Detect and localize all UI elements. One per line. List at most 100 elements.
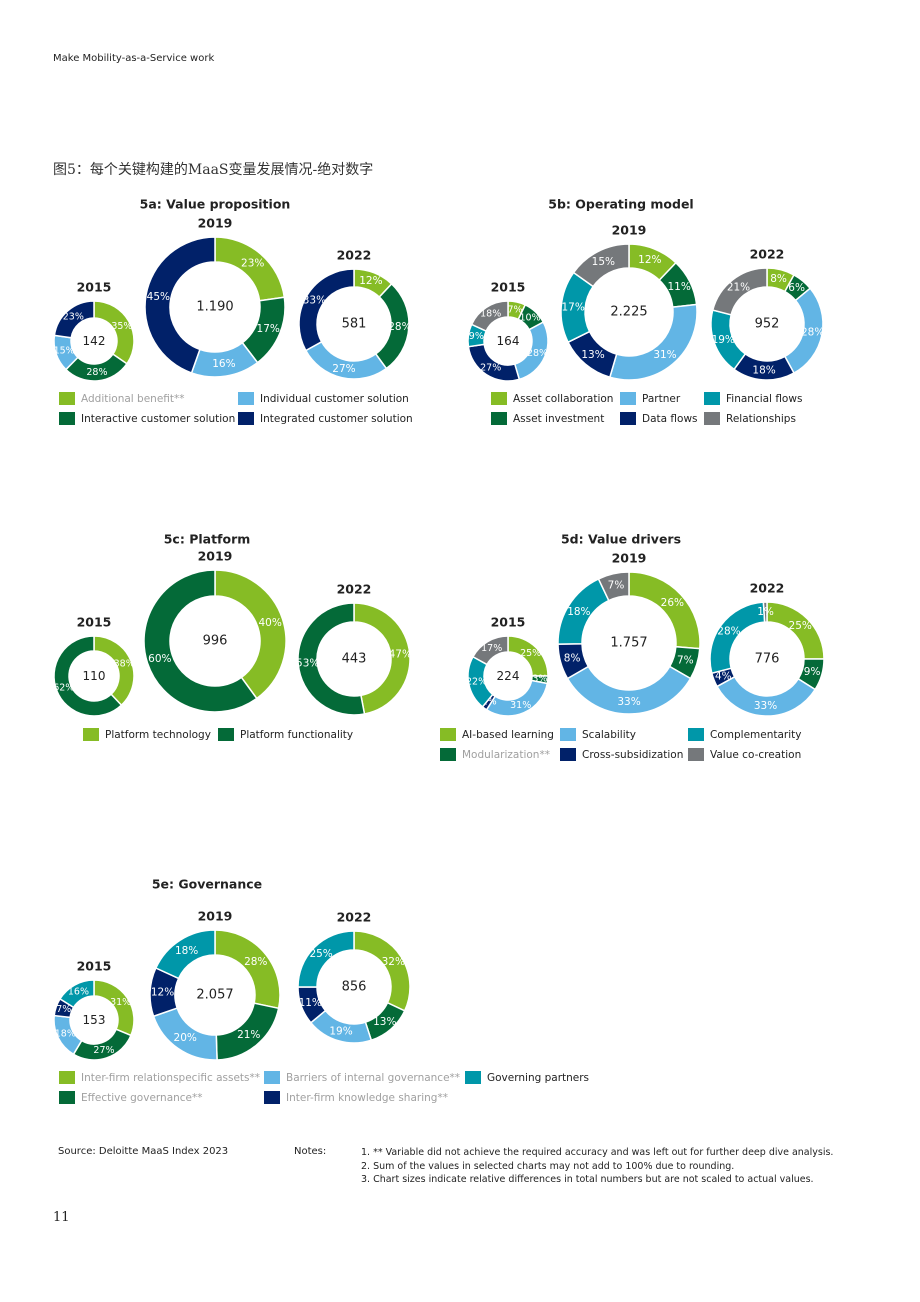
segment-value-label: 26% xyxy=(661,597,684,609)
chart-legend: Inter-firm relationspecific assets** Barr… xyxy=(59,1071,589,1104)
donut-2022: 2022 25% 9% 33% 4% 28% 1% 776 xyxy=(709,581,825,717)
donut-total-label: 443 xyxy=(342,652,367,667)
legend-label: Partner xyxy=(642,393,681,405)
segment-value-label: 62% xyxy=(53,682,74,693)
segment-value-label: 1% xyxy=(757,606,774,618)
segment-value-label: 18% xyxy=(567,606,590,618)
legend-label: Data flows xyxy=(642,413,698,425)
legend-swatch xyxy=(59,1071,75,1084)
segment-value-label: 45% xyxy=(147,291,170,303)
donut-segment xyxy=(53,300,95,339)
segment-value-label: 21% xyxy=(727,281,750,293)
page-number: 11 xyxy=(53,1210,70,1225)
segment-value-label: 31% xyxy=(653,349,676,361)
donut-total-label: 856 xyxy=(342,980,367,995)
legend-swatch xyxy=(59,1091,75,1104)
donut-year-label: 2019 xyxy=(198,909,233,924)
donut-year-label: 2022 xyxy=(750,581,785,596)
segment-value-label: 31% xyxy=(510,700,531,711)
donut-segment xyxy=(297,602,366,716)
legend-label: Inter-firm knowledge sharing** xyxy=(286,1092,448,1104)
segment-value-label: 32% xyxy=(382,956,405,968)
page-header: Make Mobility-as-a-Service work xyxy=(53,53,215,64)
donut-segment xyxy=(572,243,630,288)
segment-value-label: 8% xyxy=(564,653,581,665)
donut-total-label: 776 xyxy=(755,652,780,667)
segment-value-label: 27% xyxy=(93,1045,114,1056)
legend-swatch xyxy=(465,1071,481,1084)
legend-label: Additional benefit** xyxy=(81,393,185,405)
donut-2015: 2015 35% 28% 15% 23% 142 xyxy=(53,280,135,382)
donut-year-label: 2015 xyxy=(491,615,526,630)
legend-label: Complementarity xyxy=(710,729,802,741)
donut-year-label: 2019 xyxy=(612,551,647,566)
chart-legend: Additional benefit** Individual customer … xyxy=(59,392,413,425)
donut-2015: 2015 7%10% 28% 27% 9% 18% 164 xyxy=(467,280,549,382)
segment-value-label: 18% xyxy=(480,309,501,320)
chart-panel-2: 5b: Operating model 2015 7%10% 28% 27% 9% 18% 1… xyxy=(467,197,824,425)
donut-total-label: 153 xyxy=(83,1013,106,1027)
donut-segment xyxy=(214,569,287,700)
segment-value-label: 21% xyxy=(237,1029,260,1041)
legend-swatch xyxy=(59,392,75,405)
donut-total-label: 164 xyxy=(497,334,520,348)
legend-swatch xyxy=(440,728,456,741)
donut-year-label: 2019 xyxy=(198,216,233,231)
segment-value-label: 23% xyxy=(241,258,264,270)
donut-year-label: 2015 xyxy=(491,280,526,295)
donut-total-label: 2.225 xyxy=(610,305,647,320)
legend-swatch xyxy=(620,412,636,425)
donut-segment xyxy=(762,601,768,623)
chart-panel-4: 5d: Value drivers 2015 25% 3% 31% 2% 22% 17% 224… xyxy=(440,532,825,761)
segment-value-label: 9% xyxy=(469,331,484,342)
segment-value-label: 16% xyxy=(212,358,235,370)
donut-segment xyxy=(711,267,768,316)
segment-value-label: 60% xyxy=(148,653,171,665)
legend-label: Inter-firm relationspecific assets** xyxy=(81,1072,260,1084)
legend-label: Platform technology xyxy=(105,729,211,741)
donut-2015: 2015 31% 27% 18% 7% 16% 153 xyxy=(53,959,135,1061)
notes-list: 1. ** Variable did not achieve the requi… xyxy=(361,1146,833,1187)
chart-title: 5a: Value proposition xyxy=(140,197,291,212)
chart-legend: Asset collaboration Partner Financial flow… xyxy=(491,392,802,425)
segment-value-label: 12% xyxy=(151,987,174,999)
donut-2019: 2019 23% 17% 16% 45% 1.190 xyxy=(144,216,286,378)
segment-value-label: 4% xyxy=(715,670,732,682)
segment-value-label: 12% xyxy=(638,254,661,266)
donut-total-label: 110 xyxy=(83,669,106,683)
legend-swatch xyxy=(218,728,234,741)
segment-value-label: 35% xyxy=(111,321,132,332)
chart-legend: Platform technology Platform functionalit… xyxy=(83,728,353,741)
donut-year-label: 2015 xyxy=(77,959,112,974)
segment-value-label: 53% xyxy=(296,657,319,669)
legend-label: Cross-subsidization xyxy=(582,749,683,761)
donut-total-label: 1.190 xyxy=(196,300,233,315)
donut-segment xyxy=(144,236,216,374)
segment-value-label: 22% xyxy=(466,676,487,687)
donut-segment xyxy=(597,571,630,602)
segment-value-label: 33% xyxy=(754,700,777,712)
segment-value-label: 18% xyxy=(752,364,775,376)
legend-swatch xyxy=(704,412,720,425)
legend-label: Interactive customer solution xyxy=(81,413,235,425)
segment-value-label: 28% xyxy=(801,327,824,339)
segment-value-label: 33% xyxy=(303,295,326,307)
chart-legend: AI-based learning Scalability Complementar… xyxy=(440,728,802,761)
segment-value-label: 7% xyxy=(677,655,694,667)
segment-value-label: 17% xyxy=(481,643,502,654)
source-note: Source: Deloitte MaaS Index 2023 xyxy=(58,1146,229,1157)
segment-value-label: 17% xyxy=(562,302,585,314)
segment-value-label: 27% xyxy=(480,362,501,373)
segment-value-label: 15% xyxy=(54,346,75,357)
segment-value-label: 38% xyxy=(114,659,135,670)
segment-value-label: 47% xyxy=(389,649,412,661)
segment-value-label: 28% xyxy=(527,348,548,359)
segment-value-label: 18% xyxy=(55,1029,76,1040)
legend-label: Financial flows xyxy=(726,393,802,405)
chart-panel-5: 5e: Governance201531%27%18%7%16%15320192… xyxy=(53,877,589,1104)
chart-title: 5d: Value drivers xyxy=(561,532,681,547)
legend-label: Asset investment xyxy=(513,413,604,425)
legend-swatch xyxy=(59,412,75,425)
legend-label: AI-based learning xyxy=(462,729,554,741)
legend-swatch xyxy=(688,728,704,741)
